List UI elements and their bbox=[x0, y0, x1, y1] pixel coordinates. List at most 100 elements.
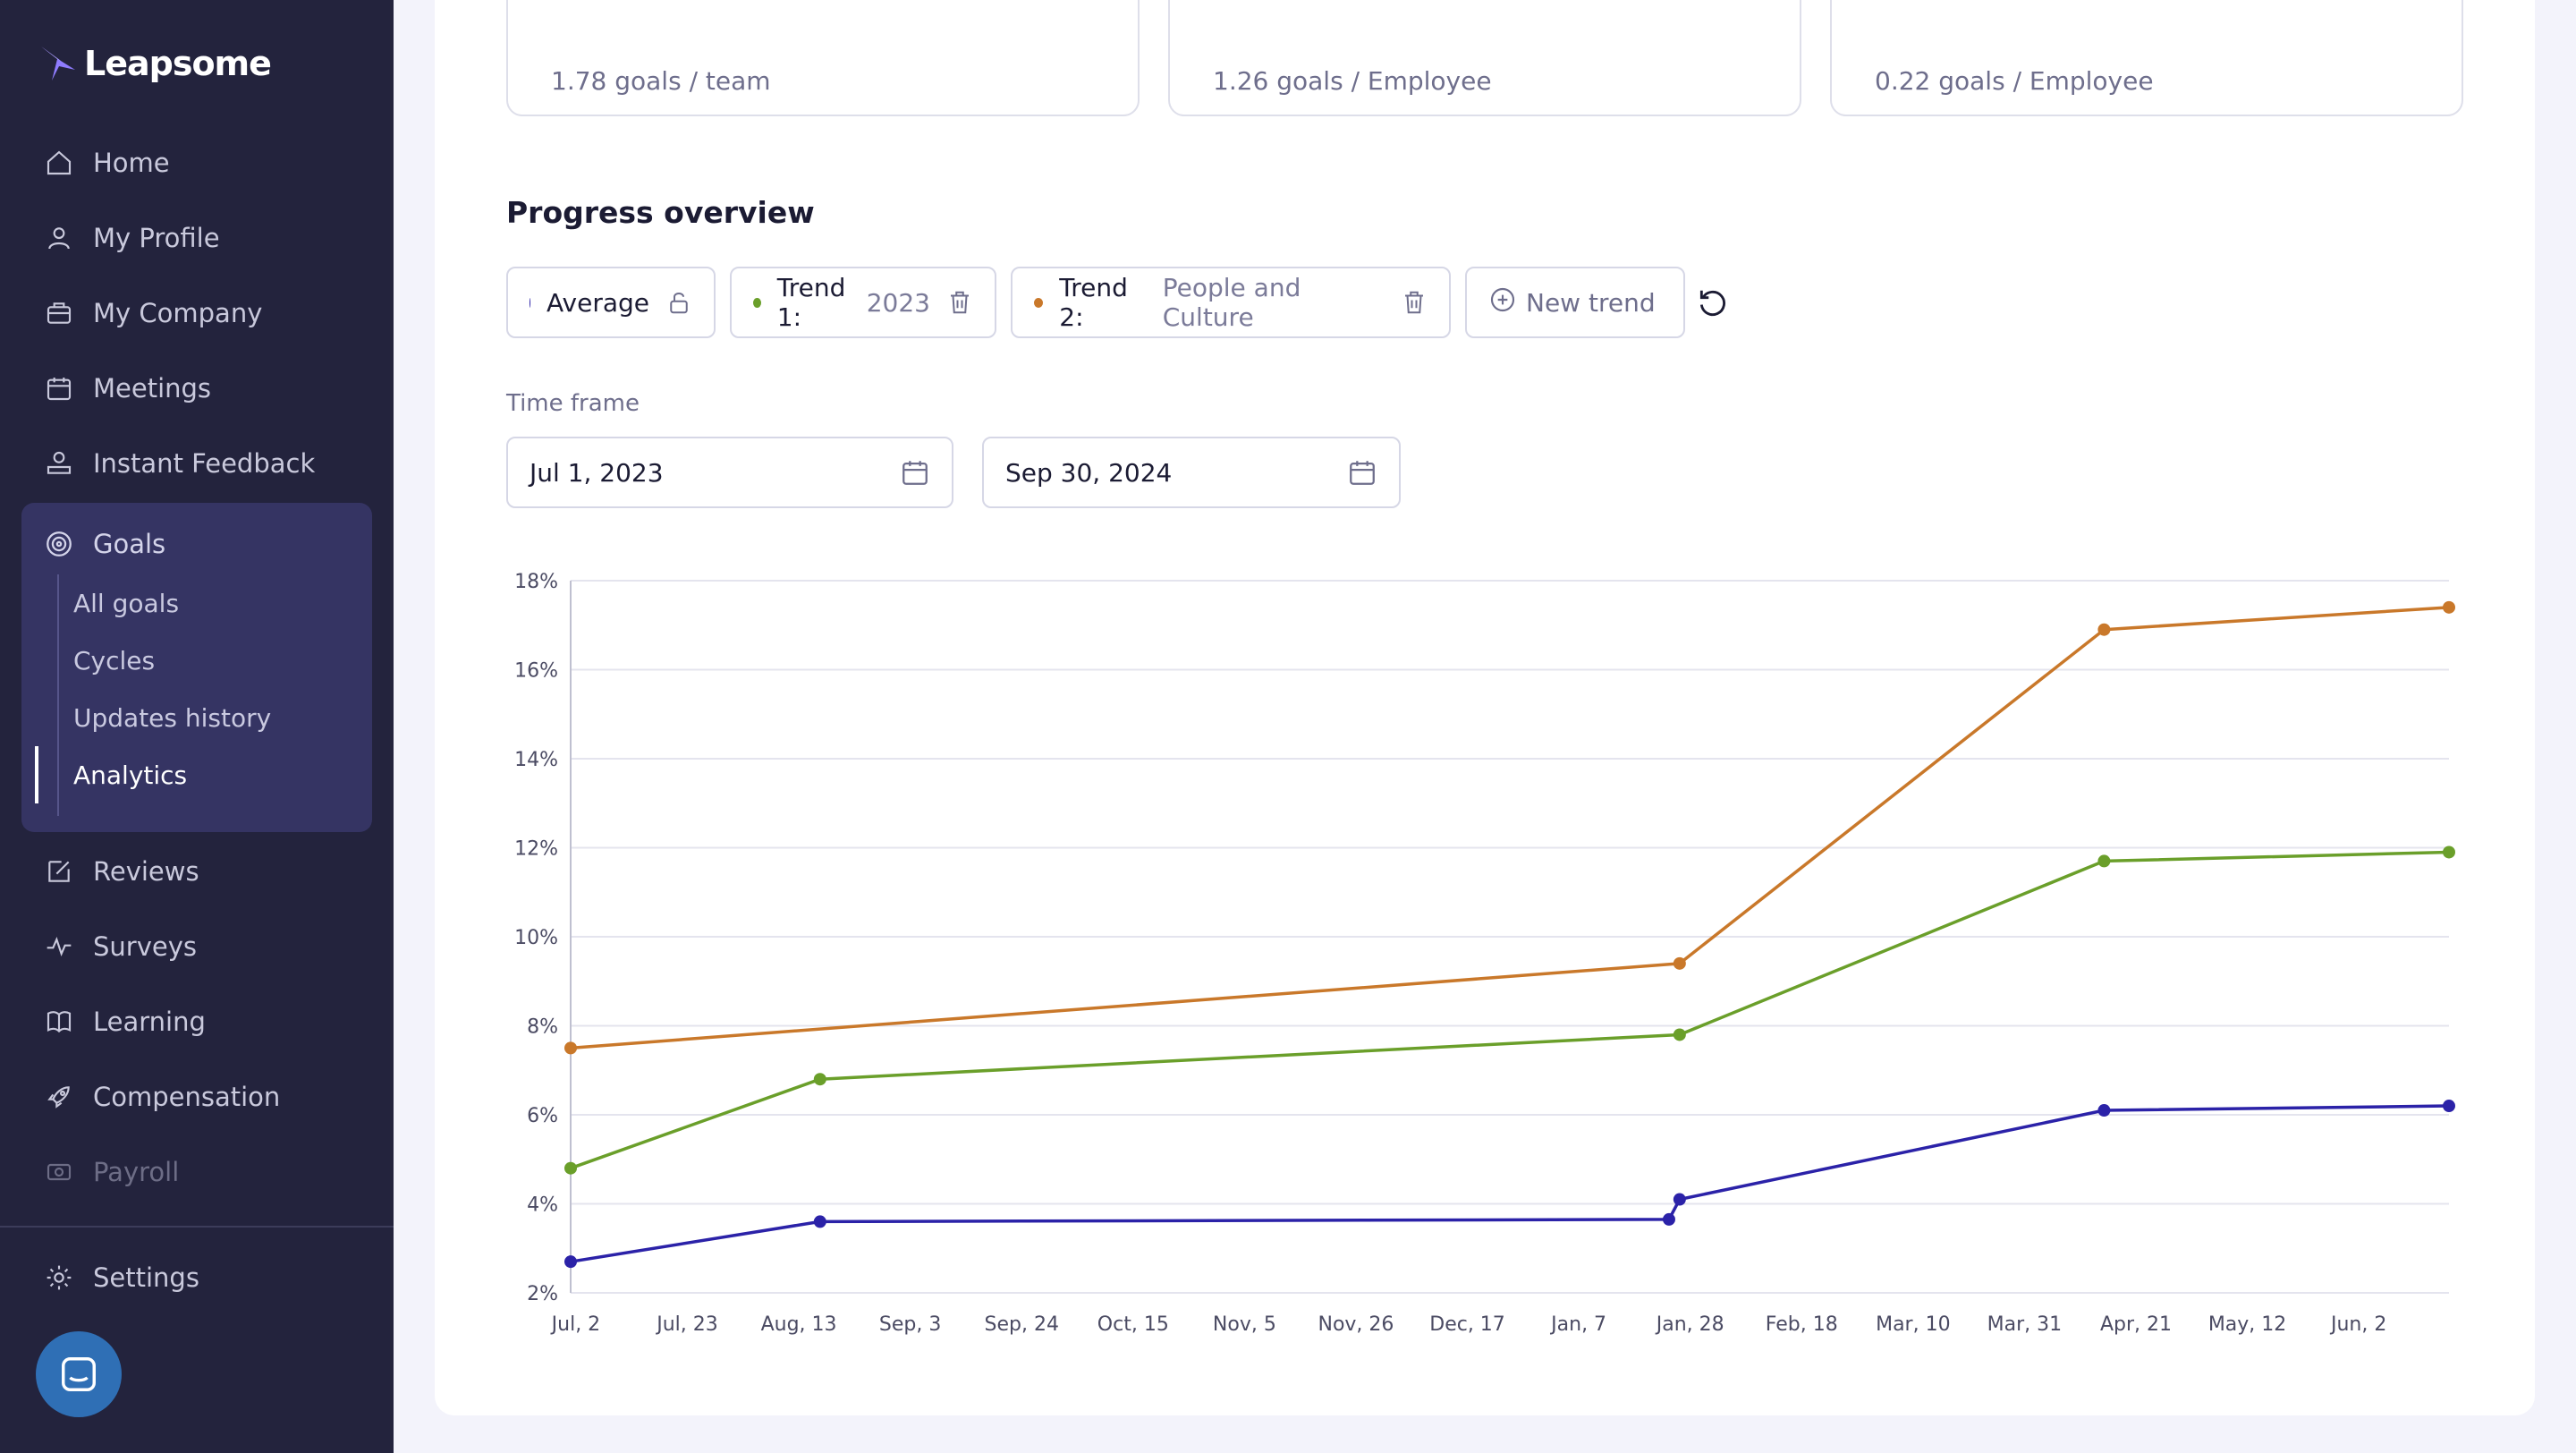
data-point bbox=[2097, 1104, 2111, 1117]
x-tick-label: Dec, 17 bbox=[1429, 1313, 1505, 1336]
chip-value: People and Culture bbox=[1162, 273, 1301, 332]
nav-item-home[interactable]: Home bbox=[43, 136, 170, 190]
y-tick-label: 2% bbox=[527, 1283, 558, 1305]
x-tick-label: Jul, 23 bbox=[655, 1313, 718, 1336]
x-tick-label: Oct, 15 bbox=[1097, 1313, 1169, 1336]
y-tick-label: 4% bbox=[527, 1194, 558, 1217]
subnav-updates-history[interactable]: Updates history bbox=[73, 702, 272, 733]
trend-chip-1[interactable]: Trend 1: 2023 bbox=[730, 267, 996, 338]
x-tick-label: Jun, 2 bbox=[2329, 1313, 2386, 1336]
trend-chip-average[interactable]: Average bbox=[506, 267, 716, 338]
trash-icon[interactable] bbox=[1401, 289, 1428, 316]
gear-icon bbox=[43, 1262, 75, 1294]
x-tick-label: Jan, 28 bbox=[1655, 1313, 1724, 1336]
chat-launcher-button[interactable] bbox=[36, 1331, 122, 1417]
nav-item-goals[interactable]: Goals bbox=[43, 517, 165, 571]
series-line bbox=[570, 606, 2450, 1050]
start-date-input[interactable]: Jul 1, 2023 bbox=[506, 437, 953, 508]
x-tick-label: May, 12 bbox=[2208, 1313, 2286, 1336]
stat-value: 0.22 goals / Employee bbox=[1875, 66, 2154, 96]
nav-item-compensation[interactable]: Compensation bbox=[43, 1070, 280, 1124]
new-trend-button[interactable]: New trend bbox=[1465, 267, 1685, 338]
nav-item-learning[interactable]: Learning bbox=[43, 995, 206, 1049]
calendar-icon[interactable] bbox=[900, 457, 930, 488]
stat-card-employee: 1.26 goals / Employee bbox=[1168, 0, 1801, 116]
chip-label: Average bbox=[547, 287, 649, 318]
nav-item-label: Meetings bbox=[93, 373, 212, 404]
lock-icon bbox=[665, 289, 692, 316]
data-point bbox=[813, 1073, 826, 1086]
data-point bbox=[564, 1255, 577, 1269]
plus-circle-icon bbox=[1488, 285, 1517, 320]
data-point bbox=[2443, 1100, 2455, 1113]
nav-item-meetings[interactable]: Meetings bbox=[43, 361, 211, 415]
series-line bbox=[570, 1104, 2450, 1263]
nav-item-label: Goals bbox=[93, 529, 166, 559]
timeframe-label: Time frame bbox=[506, 390, 640, 417]
stat-value: 1.26 goals / Employee bbox=[1213, 66, 1492, 96]
stat-value: 1.78 goals / team bbox=[551, 66, 771, 96]
progress-line-chart: 2% 4% 6% 8% 10% 12% 14% 16% 18% Jul, 2 Jul, 23 Aug,… bbox=[514, 571, 2455, 1336]
nav-item-payroll[interactable]: Payroll bbox=[43, 1145, 179, 1199]
trash-icon[interactable] bbox=[946, 289, 973, 316]
x-tick-label: Jan, 7 bbox=[1549, 1313, 1606, 1336]
x-tick-label: Nov, 5 bbox=[1213, 1313, 1276, 1336]
data-point bbox=[1673, 1193, 1686, 1206]
nav-item-label: Instant Feedback bbox=[93, 448, 316, 479]
reset-icon[interactable] bbox=[1696, 286, 1730, 320]
nav-item-reviews[interactable]: Reviews bbox=[43, 845, 199, 898]
money-icon bbox=[43, 1156, 75, 1188]
calendar-icon[interactable] bbox=[1347, 457, 1377, 488]
subnav-cycles[interactable]: Cycles bbox=[73, 645, 156, 676]
sidebar-divider bbox=[0, 1226, 394, 1228]
x-tick-label: Jul, 2 bbox=[550, 1313, 601, 1336]
chip-label: New trend bbox=[1526, 287, 1656, 318]
nav-item-settings[interactable]: Settings bbox=[43, 1251, 199, 1304]
x-tick-label: Apr, 21 bbox=[2100, 1313, 2172, 1336]
y-tick-label: 12% bbox=[514, 838, 558, 861]
data-point bbox=[2443, 845, 2455, 859]
chip-label: Trend 1: bbox=[776, 273, 846, 332]
trend-chip-2[interactable]: Trend 2: People and Culture bbox=[1011, 267, 1451, 338]
nav-item-my-company[interactable]: My Company bbox=[43, 286, 262, 340]
target-icon bbox=[43, 528, 75, 560]
y-tick-label: 16% bbox=[514, 660, 558, 683]
data-point bbox=[564, 1161, 577, 1175]
subnav-all-goals[interactable]: All goals bbox=[73, 588, 180, 618]
book-icon bbox=[43, 1006, 75, 1038]
nav-item-surveys[interactable]: Surveys bbox=[43, 920, 197, 973]
series-dot bbox=[1034, 297, 1044, 308]
user-icon bbox=[43, 222, 75, 254]
analytics-card bbox=[435, 0, 2535, 1415]
leapsome-bird-icon bbox=[41, 47, 75, 81]
series-dot bbox=[753, 297, 761, 308]
subnav-analytics[interactable]: Analytics bbox=[73, 760, 188, 790]
x-tick-label: Nov, 26 bbox=[1318, 1313, 1394, 1336]
brand-name: Leapsome bbox=[84, 44, 272, 83]
active-indicator bbox=[35, 746, 38, 803]
goals-section: Goals bbox=[21, 503, 372, 832]
chip-label: Trend 2: bbox=[1059, 273, 1128, 332]
rocket-icon bbox=[43, 1081, 75, 1113]
x-tick-label: Sep, 3 bbox=[879, 1313, 941, 1336]
brand-logo[interactable]: Leapsome bbox=[39, 43, 272, 84]
x-tick-label: Aug, 13 bbox=[761, 1313, 837, 1336]
start-date-value: Jul 1, 2023 bbox=[530, 457, 664, 488]
nav-item-label: My Profile bbox=[93, 223, 220, 253]
stat-card-employee-2: 0.22 goals / Employee bbox=[1830, 0, 2463, 116]
nav-item-label: Home bbox=[93, 148, 170, 178]
sidebar: Leapsome Home My Profile My Company Meet… bbox=[0, 0, 394, 1453]
nav-item-my-profile[interactable]: My Profile bbox=[43, 211, 220, 265]
y-tick-label: 6% bbox=[527, 1105, 558, 1127]
x-tick-label: Sep, 24 bbox=[985, 1313, 1059, 1336]
end-date-value: Sep 30, 2024 bbox=[1005, 457, 1173, 488]
feedback-icon bbox=[43, 447, 75, 480]
x-tick-label: Feb, 18 bbox=[1766, 1313, 1838, 1336]
chat-icon bbox=[62, 1357, 96, 1391]
end-date-input[interactable]: Sep 30, 2024 bbox=[982, 437, 1401, 508]
x-tick-label: Mar, 31 bbox=[1987, 1313, 2063, 1336]
nav-item-instant-feedback[interactable]: Instant Feedback bbox=[43, 437, 315, 490]
data-point bbox=[1662, 1212, 1675, 1226]
series-line bbox=[570, 850, 2450, 1170]
chip-value: 2023 bbox=[866, 287, 930, 318]
